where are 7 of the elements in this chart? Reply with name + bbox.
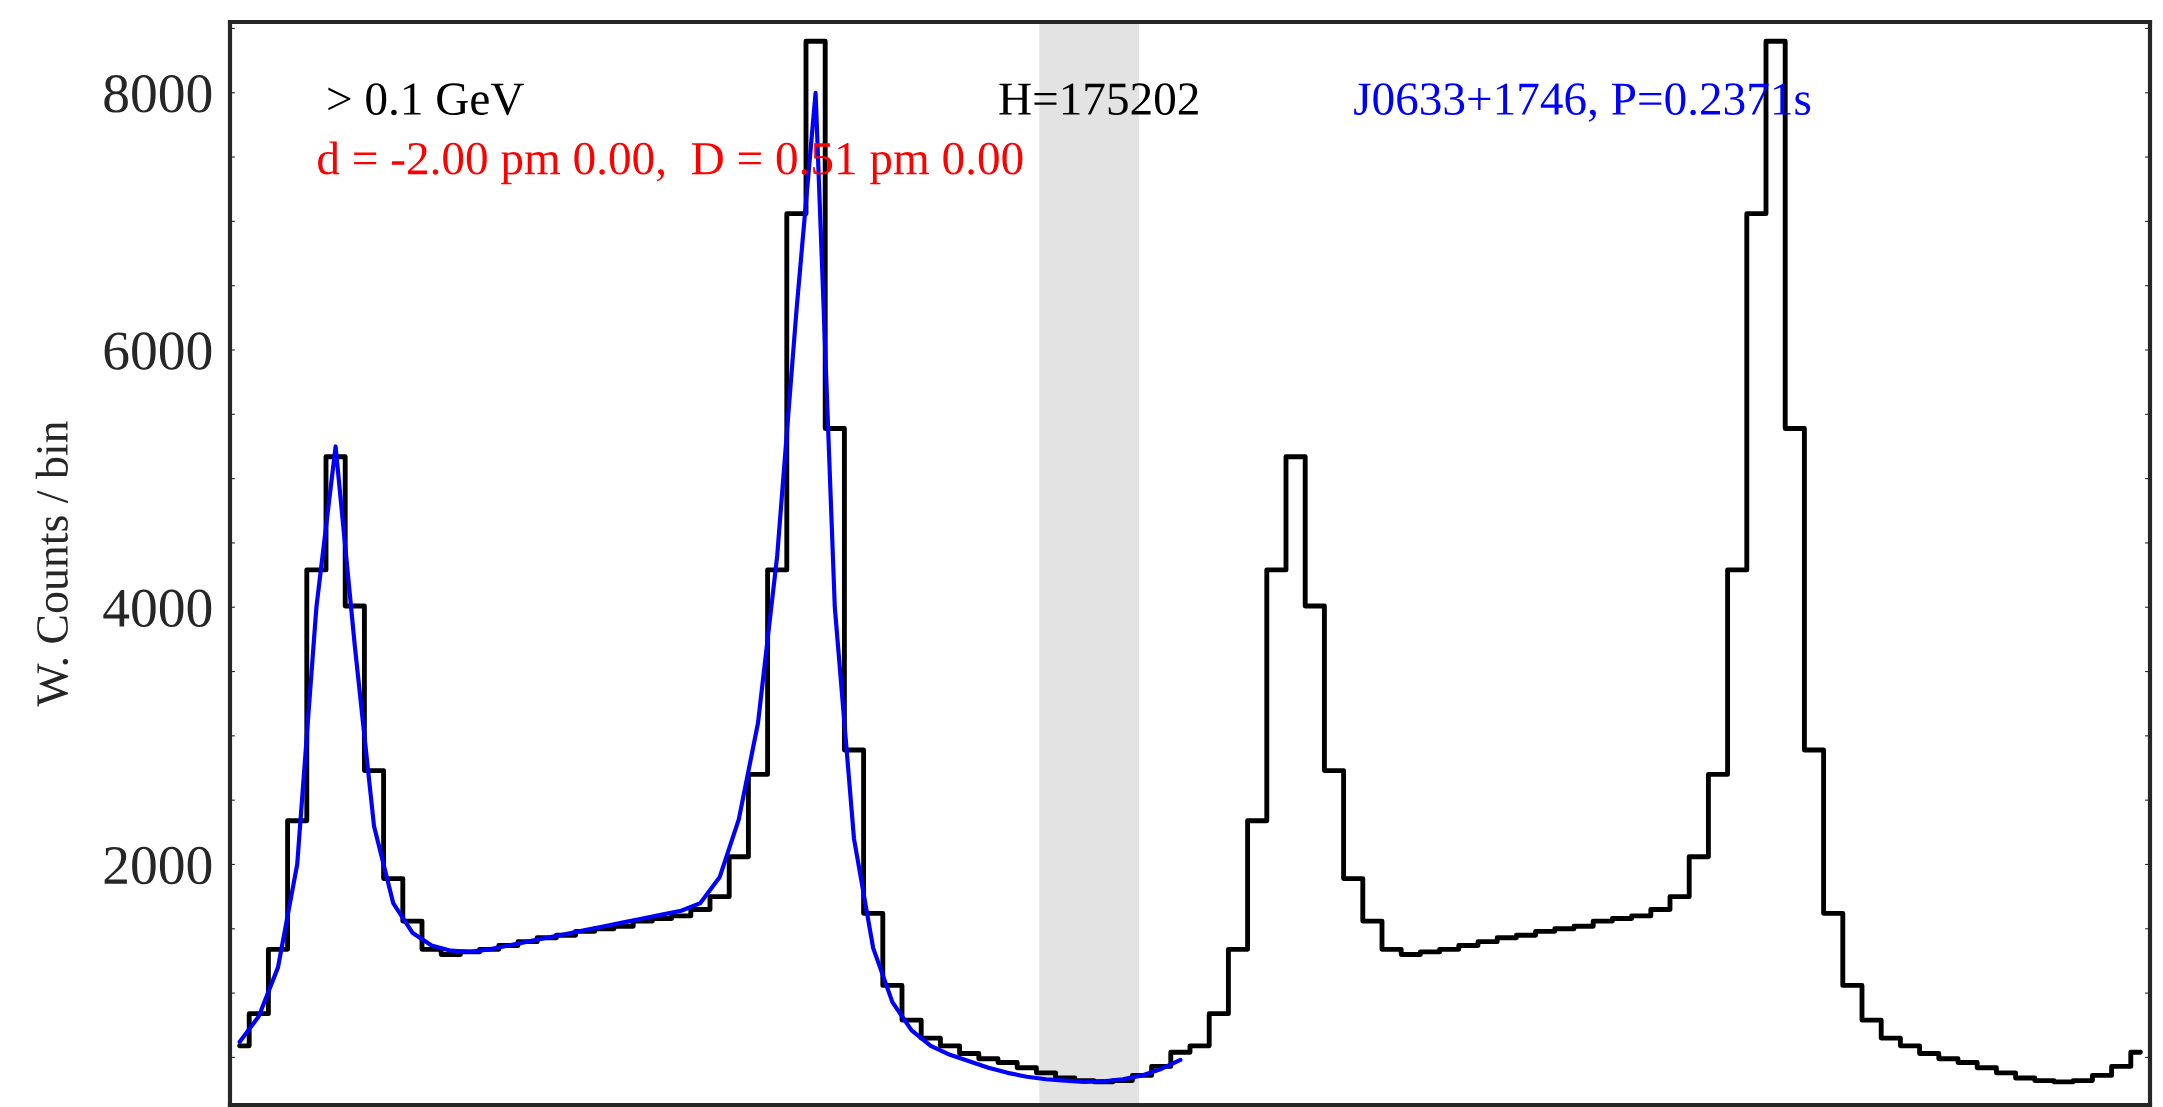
y-tick-label: 2000 bbox=[104, 846, 212, 885]
annotation: > 0.1 GeV bbox=[328, 83, 524, 116]
y-tick-label: 8000 bbox=[104, 75, 212, 113]
y-axis-title: W. Counts / bin bbox=[35, 421, 69, 707]
y-tick-label: 6000 bbox=[104, 332, 212, 370]
annotation: H=175202 bbox=[999, 83, 1198, 116]
y-tick-label: 4000 bbox=[103, 589, 212, 628]
